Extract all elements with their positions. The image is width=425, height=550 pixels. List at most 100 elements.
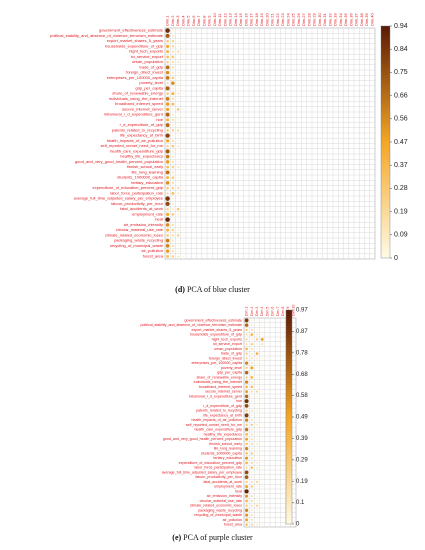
heatmap-dot	[177, 30, 179, 32]
heatmap-dot	[266, 338, 268, 340]
column-label: Dim.35	[343, 13, 348, 26]
row-label: urban_population	[214, 347, 242, 351]
heatmap-dot	[166, 82, 169, 85]
heatmap-dot	[165, 123, 170, 128]
heatmap-dot	[172, 108, 174, 111]
heatmap-dot	[250, 390, 253, 393]
heatmap-dot	[177, 66, 179, 68]
heatmap-dot	[256, 509, 258, 512]
heatmap-dot	[245, 366, 248, 370]
heatmap-dot	[256, 523, 258, 526]
heatmap-dot	[171, 45, 174, 48]
column-label: Dim.11	[217, 13, 222, 26]
column-label: Dim.1	[245, 307, 249, 316]
row-label: enterprises_per_100000_capita	[107, 75, 164, 80]
column-label: Dim.12	[222, 13, 227, 26]
heatmap-dot	[177, 82, 179, 84]
heatmap-dot	[256, 372, 258, 374]
heatmap-dot	[250, 381, 253, 383]
column-label: Dim.5	[186, 15, 191, 26]
heatmap-dot	[165, 112, 170, 117]
row-label: r_d_expenditure_of_gdp	[120, 122, 164, 127]
heatmap-dot	[165, 97, 170, 101]
heatmap-dot	[182, 166, 184, 168]
heatmap-dot	[256, 500, 258, 502]
heatmap-dot	[171, 66, 174, 69]
heatmap-dot	[245, 376, 248, 379]
row-label: poverty_level	[139, 80, 163, 85]
heatmap-dot	[244, 394, 249, 399]
heatmap-dot	[261, 395, 263, 397]
column-label: Dim.5	[265, 307, 269, 316]
heatmap-dot	[171, 97, 174, 100]
column-label: Dim.28	[306, 13, 311, 26]
column-label: Dim.3	[175, 15, 180, 26]
heatmap-dot	[182, 72, 184, 74]
heatmap-dot	[250, 495, 253, 498]
row-label: poverty_level	[221, 366, 242, 370]
heatmap-dot	[166, 139, 170, 143]
heatmap-dot	[256, 362, 258, 364]
row-label: ict_service_export	[213, 342, 242, 346]
heatmap-dot	[245, 518, 249, 522]
heatmap-dot	[261, 500, 263, 502]
heatmap-dot	[182, 213, 184, 215]
heatmap-dot	[172, 219, 174, 221]
heatmap-dot	[250, 485, 253, 488]
column-label: Dim.23	[280, 13, 285, 26]
heatmap-dot	[177, 140, 179, 142]
heatmap-dot	[261, 467, 263, 469]
row-label: labour_productivity_per_hour	[195, 475, 242, 479]
heatmap-dot	[250, 523, 253, 526]
heatmap-dot	[165, 238, 170, 243]
heatmap-dot	[172, 134, 174, 137]
heatmap-dot	[166, 55, 170, 59]
heatmap-dot	[256, 462, 258, 464]
row-label: gdp_per_capita	[217, 371, 242, 375]
heatmap-dot	[245, 347, 248, 351]
heatmap-dot	[177, 198, 179, 200]
heatmap-dot	[177, 145, 180, 148]
column-label: Dim.4	[180, 15, 185, 26]
heatmap-dot	[261, 367, 263, 369]
column-label: Dim.15	[238, 13, 243, 26]
colorbar-tick-label: 0.66	[394, 92, 408, 99]
heatmap-dot	[182, 93, 184, 95]
heatmap-dot	[256, 409, 258, 412]
heatmap-dot	[188, 51, 190, 53]
heatmap-dot	[261, 433, 263, 435]
heatmap-dot	[256, 438, 258, 440]
heatmap-dot	[261, 448, 263, 450]
row-label: circular_material_use_rate	[200, 499, 242, 503]
heatmap-dot	[261, 319, 263, 321]
heatmap-dot	[256, 419, 258, 421]
row-label: tertiary_education	[213, 456, 242, 460]
heatmap-dot	[166, 118, 170, 122]
heatmap-dot	[165, 201, 170, 206]
heatmap-dot	[166, 165, 170, 169]
column-label: Dim.37	[354, 13, 359, 26]
heatmap-dot	[177, 219, 179, 221]
heatmap-dot	[177, 161, 179, 163]
heatmap-dot	[256, 329, 258, 331]
row-label: finnish_school_early	[127, 164, 163, 169]
heatmap-dot	[165, 75, 170, 80]
row-label: political_stability_and_absence_of_viole…	[141, 323, 242, 327]
row-label: air_pollution	[223, 518, 242, 522]
row-label: forest_area	[143, 253, 164, 258]
heatmap-dot	[244, 427, 249, 432]
heatmap-dot	[171, 92, 175, 96]
column-label: Dim.29	[312, 13, 317, 26]
heatmap-dot	[244, 470, 249, 475]
heatmap-dot	[182, 124, 184, 126]
heatmap-dot	[182, 40, 184, 42]
heatmap-dot	[245, 437, 249, 441]
row-label: labor_force_participation_rate	[110, 190, 164, 195]
heatmap-dot	[245, 338, 248, 341]
column-label: Dim.18	[254, 13, 259, 26]
heatmap-dot	[177, 45, 179, 48]
heatmap-dot	[171, 255, 175, 258]
heatmap-dot	[245, 385, 248, 389]
heatmap-dot	[245, 357, 248, 360]
